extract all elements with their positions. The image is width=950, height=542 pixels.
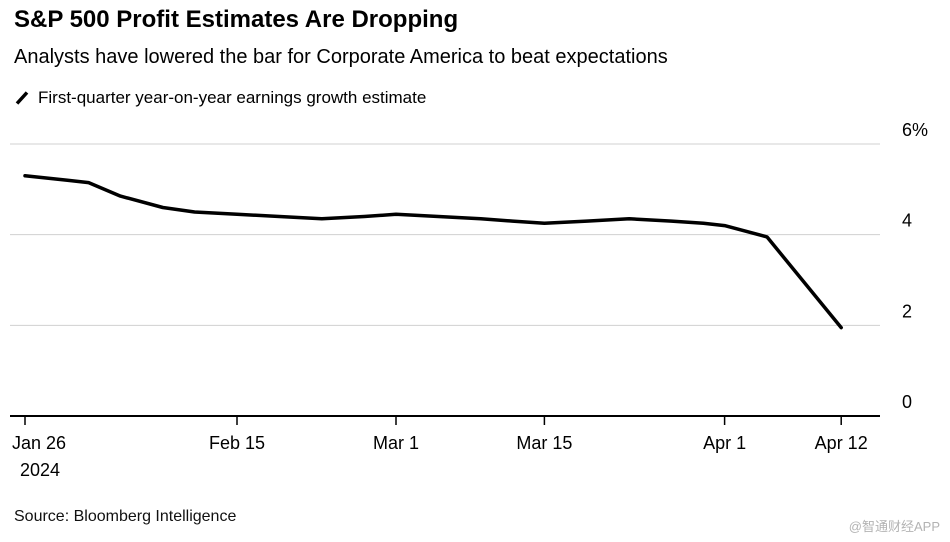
- x-axis-label: Apr 1: [703, 433, 746, 453]
- line-series-icon: [15, 91, 29, 105]
- x-axis-label: Apr 12: [815, 433, 868, 453]
- x-axis-label: Feb 15: [209, 433, 265, 453]
- page-title: S&P 500 Profit Estimates Are Dropping: [14, 6, 459, 33]
- watermark: @智通财经APP: [848, 519, 940, 534]
- series-line: [23, 174, 843, 330]
- page-subtitle: Analysts have lowered the bar for Corpor…: [14, 46, 668, 68]
- x-axis-label: Jan 26: [12, 433, 66, 453]
- line-chart: 0 2 4 6% Jan 26 2024 Feb 15 Mar 1 Mar 15 Apr 1 Apr…: [10, 120, 928, 480]
- y-axis-label: 0: [902, 392, 912, 412]
- y-axis-label: 6%: [902, 120, 928, 140]
- y-axis-label: 2: [902, 301, 912, 321]
- y-axis-label: 4: [902, 211, 912, 231]
- chart-area: 0 2 4 6% Jan 26 2024 Feb 15 Mar 1 Mar 15 Apr 1 Apr…: [0, 108, 950, 488]
- x-axis-sublabel: 2024: [20, 460, 60, 480]
- legend-label: First-quarter year-on-year earnings grow…: [38, 88, 427, 107]
- source-note: Source: Bloomberg Intelligence: [14, 508, 237, 525]
- x-axis-label: Mar 15: [516, 433, 572, 453]
- legend: First-quarter year-on-year earnings grow…: [14, 88, 426, 108]
- x-axis-label: Mar 1: [373, 433, 419, 453]
